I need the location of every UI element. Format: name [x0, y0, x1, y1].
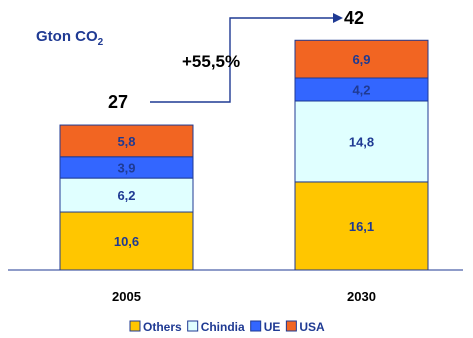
- growth-label: +55,5%: [182, 52, 240, 71]
- legend-swatch-ue: [250, 320, 262, 332]
- data-label-chindia-2005: 6,2: [117, 188, 135, 203]
- growth-connector-line: [150, 17, 334, 103]
- data-label-ue-2005: 3,9: [117, 160, 135, 175]
- data-label-others-2005: 10,6: [114, 234, 139, 249]
- chart-title: Gton CO2: [36, 28, 104, 48]
- total-label-2005: 27: [108, 92, 128, 112]
- chart-title-main: Gton CO: [36, 28, 98, 45]
- legend-label-others: Others: [143, 320, 182, 334]
- legend-label-usa: USA: [299, 320, 325, 334]
- bars-layer: 10,6 6,2 3,9 5,8 16,1 14,8 4,2 6,9: [59, 39, 429, 271]
- data-label-chindia-2030: 14,8: [349, 134, 374, 149]
- bar-chindia-2005: [59, 177, 194, 213]
- bar-others-2030: [294, 181, 429, 271]
- bar-usa-2030: [294, 39, 429, 79]
- total-label-2030: 42: [344, 8, 364, 28]
- data-label-others-2030: 16,1: [349, 219, 374, 234]
- legend-label-ue: UE: [264, 320, 281, 334]
- data-label-ue-2030: 4,2: [352, 82, 370, 97]
- x-tick-labels: 2005 2030: [112, 289, 376, 304]
- legend-swatch-usa: [285, 320, 297, 332]
- legend-label-chindia: Chindia: [201, 320, 245, 334]
- x-tick-label-2005: 2005: [112, 289, 141, 304]
- legend: Others Chindia UE USA: [129, 320, 325, 334]
- totals-layer: 27 42 +55,5%: [108, 8, 364, 112]
- x-tick-label-2030: 2030: [347, 289, 376, 304]
- bar-usa-2005: [59, 124, 194, 158]
- bar-others-2005: [59, 211, 194, 271]
- legend-swatch-others: [129, 320, 141, 332]
- legend-swatch-chindia: [187, 320, 199, 332]
- data-label-usa-2005: 5,8: [117, 134, 135, 149]
- data-label-usa-2030: 6,9: [352, 52, 370, 67]
- growth-arrow-head: [333, 13, 343, 23]
- bar-chindia-2030: [294, 100, 429, 183]
- chart-title-subscript: 2: [98, 37, 104, 48]
